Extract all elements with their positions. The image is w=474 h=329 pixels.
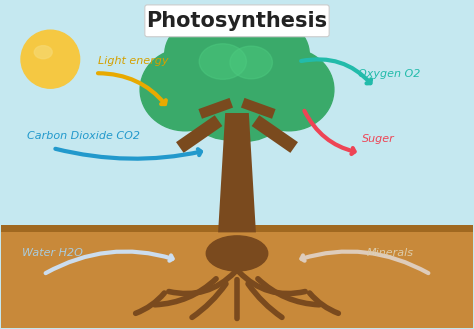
Ellipse shape: [206, 236, 268, 271]
Text: Minerals: Minerals: [367, 248, 414, 258]
Ellipse shape: [140, 48, 230, 131]
Ellipse shape: [230, 46, 273, 79]
Circle shape: [21, 30, 80, 88]
Bar: [0, 225, 474, 232]
Polygon shape: [176, 115, 222, 153]
Text: Photosynthesis: Photosynthesis: [146, 11, 328, 31]
Polygon shape: [199, 98, 233, 119]
Ellipse shape: [164, 18, 248, 91]
FancyBboxPatch shape: [145, 5, 329, 37]
Polygon shape: [241, 98, 275, 119]
Text: Suger: Suger: [362, 134, 395, 144]
Ellipse shape: [226, 18, 310, 91]
Ellipse shape: [34, 46, 52, 59]
Ellipse shape: [244, 48, 334, 131]
Text: Light energy: Light energy: [98, 56, 168, 66]
Text: Water H2O: Water H2O: [22, 248, 83, 258]
Text: Carbon Dioxide CO2: Carbon Dioxide CO2: [27, 131, 140, 141]
Ellipse shape: [205, 64, 288, 141]
Ellipse shape: [199, 44, 246, 79]
Polygon shape: [252, 115, 298, 153]
Polygon shape: [218, 113, 256, 232]
Ellipse shape: [186, 63, 269, 140]
Ellipse shape: [187, 24, 287, 118]
Bar: [0, 228, 474, 328]
Text: Oxygen O2: Oxygen O2: [357, 68, 420, 79]
